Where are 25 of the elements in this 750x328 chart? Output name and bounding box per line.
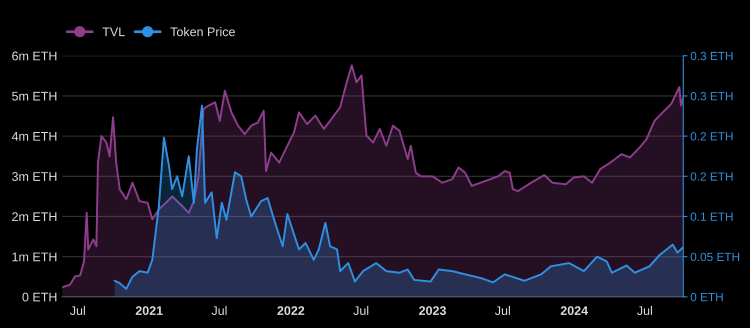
y2-tick-label: 0.1 ETH xyxy=(690,212,733,221)
y-tick-label: 3m ETH xyxy=(12,172,56,181)
y2-tick-label: 0 ETH xyxy=(690,292,723,302)
y-tick-label: 5m ETH xyxy=(12,92,56,101)
x-tick-label: 2024 xyxy=(560,306,588,316)
x-tick-label: Jul xyxy=(353,306,368,316)
x-tick-label: 2023 xyxy=(419,306,446,316)
y-tick-label: 6m ETH xyxy=(12,52,56,60)
y-tick-label: 4m ETH xyxy=(12,132,56,141)
y2-tick-label: 0.2 ETH xyxy=(690,132,733,141)
y-tick-label: 1m ETH xyxy=(12,252,56,262)
x-tick-label: Jul xyxy=(212,306,227,316)
y-tick-label: 0 ETH xyxy=(22,292,56,302)
x-tick-label: Jul xyxy=(494,306,510,316)
y2-tick-label: 0.3 ETH xyxy=(690,92,733,100)
legend-label: TVL xyxy=(102,28,125,36)
y2-tick-label: 0.2 ETH xyxy=(690,172,733,181)
x-tick-label: 2021 xyxy=(136,306,163,316)
y2-tick-label: 0.3 ETH xyxy=(690,52,733,60)
x-tick-label: Jul xyxy=(637,306,652,316)
x-tick-label: Jul xyxy=(70,306,85,316)
y2-tick-label: 0.05 ETH xyxy=(690,252,740,262)
y-tick-label: 2m ETH xyxy=(12,212,56,222)
x-tick-label: 2022 xyxy=(277,306,304,316)
legend-label: Token Price xyxy=(170,27,235,36)
